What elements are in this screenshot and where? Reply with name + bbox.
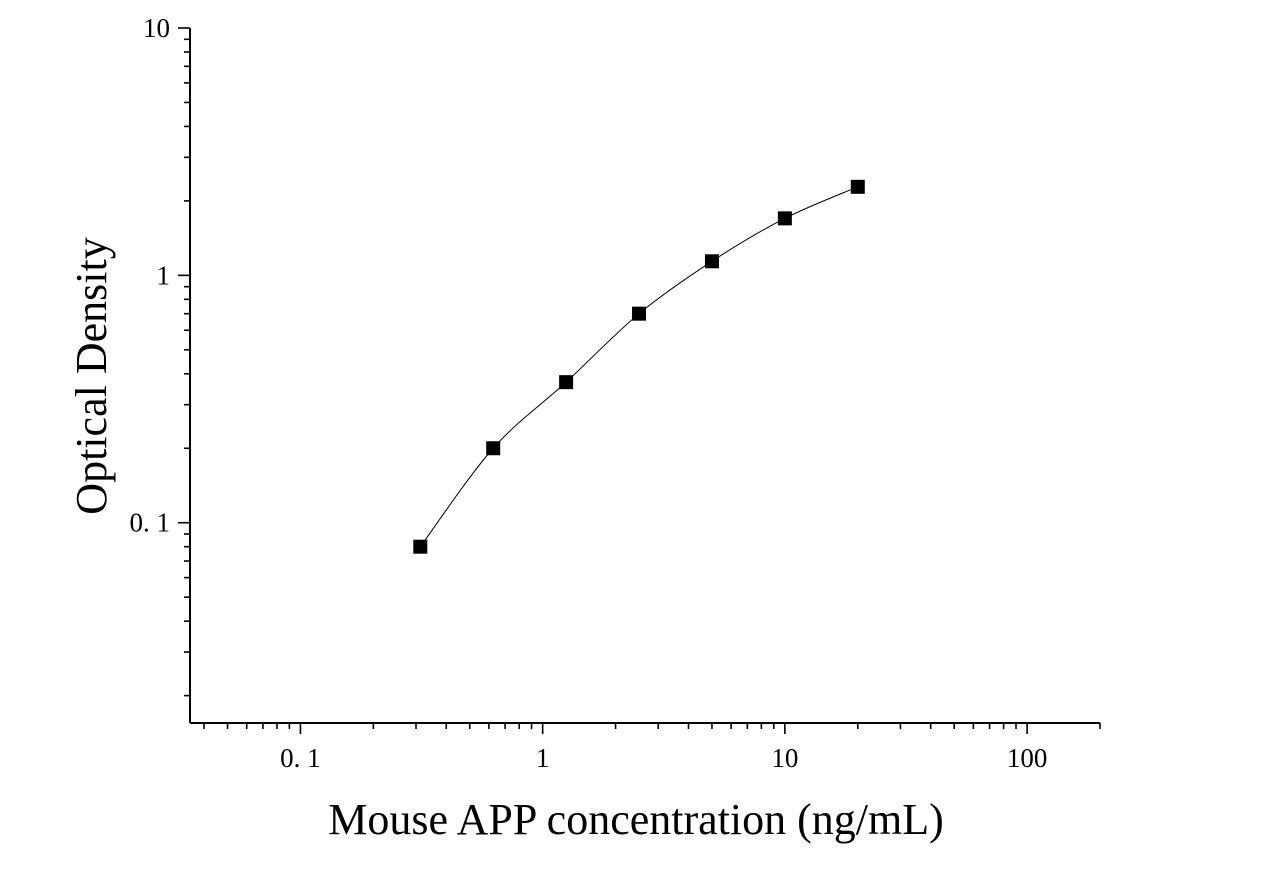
axes: [189, 28, 1100, 724]
x-tick-label: 10: [771, 743, 798, 773]
data-points: [413, 179, 865, 554]
y-axis-title: Optical Density: [67, 237, 116, 514]
x-tick-label: 1: [536, 743, 550, 773]
x-axis-title: Mouse APP concentration (ng/mL): [328, 795, 944, 844]
data-point: [413, 539, 428, 554]
data-point: [704, 254, 719, 269]
data-point: [559, 375, 574, 390]
data-point: [777, 211, 792, 226]
x-tick-label: 0. 1: [280, 743, 321, 773]
x-axis-ticks: 0. 1 1 10 100: [203, 723, 1101, 773]
y-tick-label: 1: [157, 260, 171, 290]
data-point: [486, 441, 501, 456]
y-tick-label: 10: [143, 13, 170, 43]
data-point: [632, 306, 647, 321]
data-point: [850, 179, 865, 194]
y-axis-ticks: 0. 1 1 10: [130, 13, 190, 697]
y-tick-label: 0. 1: [130, 508, 171, 538]
fit-curve: [419, 186, 858, 547]
fit-curve-group: [419, 186, 858, 547]
x-tick-label: 100: [1007, 743, 1048, 773]
